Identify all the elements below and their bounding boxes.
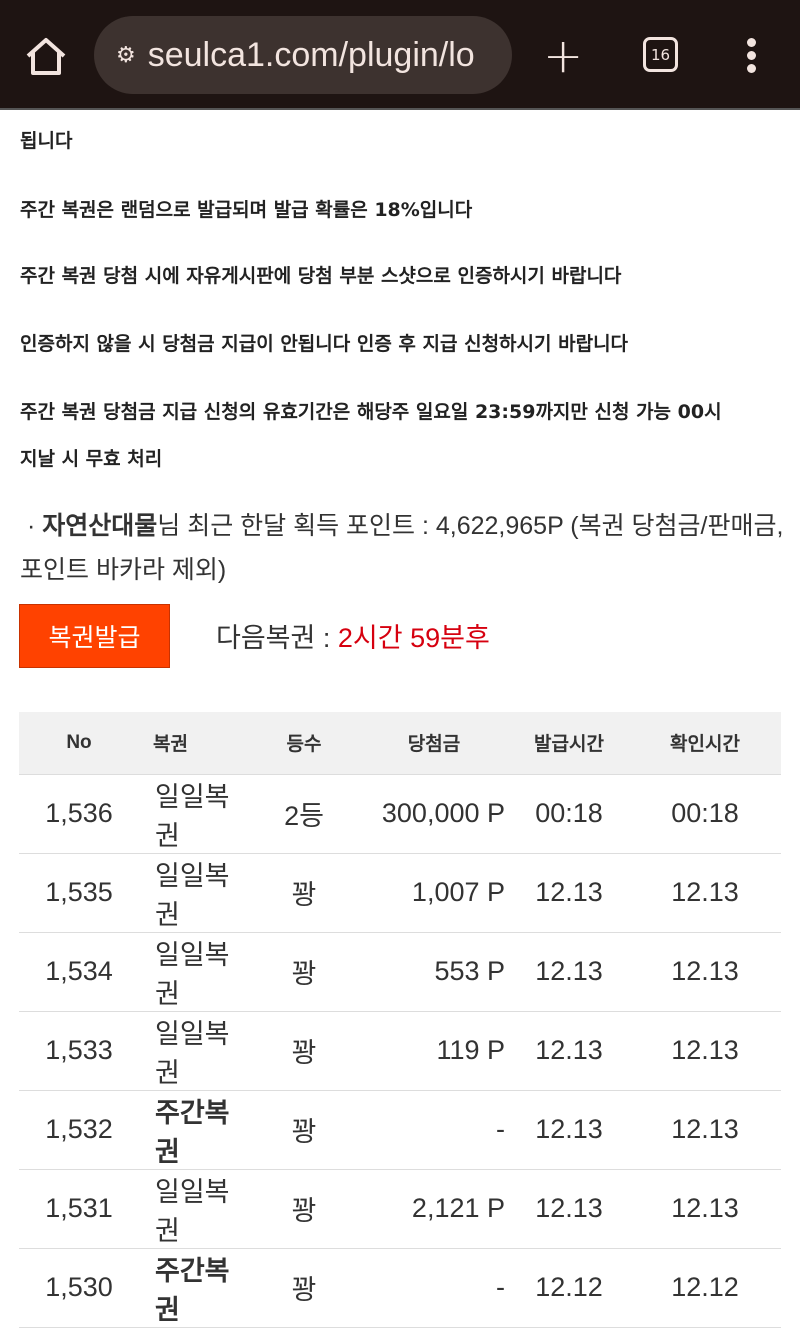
browser-toolbar: ⚙ seulca1.com/plugin/lo + 16 bbox=[0, 0, 800, 108]
table-row: 1,536 일일복권 2등 300,000 P 00:18 00:18 bbox=[19, 774, 781, 854]
cell-no: 1,533 bbox=[19, 1011, 139, 1091]
more-menu-icon[interactable] bbox=[744, 38, 758, 77]
note: 주간 복권 당첨 시에 자유게시판에 당첨 부분 스샷으로 인증하시기 바랍니다 bbox=[20, 265, 622, 287]
cell-lottery: 일일복권 bbox=[139, 1011, 249, 1091]
table-row: 1,533 일일복권 꽝 119 P 12.13 12.13 bbox=[19, 1011, 781, 1091]
tab-switcher-button[interactable]: 16 bbox=[643, 37, 678, 72]
col-checked: 확인시간 bbox=[629, 712, 781, 775]
cell-lottery: 일일복권 bbox=[139, 853, 249, 933]
cell-prize: 2,121 P bbox=[359, 1169, 509, 1249]
cell-rank: 꽝 bbox=[249, 932, 359, 1012]
cell-rank: 꽝 bbox=[249, 1090, 359, 1170]
next-lottery: 다음복권 : 2시간 59분후 bbox=[216, 616, 490, 655]
cell-prize: 119 P bbox=[359, 1011, 509, 1091]
col-no: No bbox=[19, 712, 139, 775]
table-row: 1,532 주간복권 꽝 -12.13 12.13 bbox=[19, 1090, 781, 1170]
cell-issued: 12.13 bbox=[509, 853, 629, 933]
note: 지날 시 무효 처리 bbox=[20, 448, 163, 470]
cell-prize: 1,007 P bbox=[359, 853, 509, 933]
note: 인증하지 않을 시 당첨금 지급이 안됩니다 인증 후 지급 신청하시기 바랍니… bbox=[20, 333, 629, 355]
cell-rank: 꽝 bbox=[249, 1169, 359, 1249]
cell-no: 1,534 bbox=[19, 932, 139, 1012]
cell-no: 1,530 bbox=[19, 1248, 139, 1328]
cell-lottery: 일일복권 bbox=[139, 774, 249, 854]
bullet: · bbox=[26, 512, 36, 540]
cell-checked: 12.12 bbox=[629, 1248, 781, 1328]
col-rank: 등수 bbox=[249, 712, 359, 775]
note: 됩니다 bbox=[20, 130, 73, 152]
next-time: 2시간 59분후 bbox=[337, 623, 490, 653]
cell-no: 1,535 bbox=[19, 853, 139, 933]
cell-checked: 12.13 bbox=[629, 1090, 781, 1170]
cell-no: 1,536 bbox=[19, 774, 139, 854]
next-label: 다음복권 : bbox=[216, 623, 338, 653]
cell-checked: 12.13 bbox=[629, 853, 781, 933]
cell-prize: 300,000 P bbox=[359, 774, 509, 854]
username: 자연산대물 bbox=[42, 512, 158, 540]
url-text: seulca1.com/plugin/lo bbox=[147, 35, 475, 74]
table-row: 1,531 일일복권 꽝 2,121 P 12.13 12.13 bbox=[19, 1169, 781, 1249]
cell-no: 1,532 bbox=[19, 1090, 139, 1170]
cell-issued: 12.13 bbox=[509, 1090, 629, 1170]
note: 주간 복권은 랜덤으로 발급되며 발급 확률은 18%입니다 bbox=[20, 199, 473, 221]
cell-issued: 00:18 bbox=[509, 774, 629, 854]
col-lottery: 복권 bbox=[139, 712, 249, 775]
cell-issued: 12.13 bbox=[509, 1169, 629, 1249]
points-text: 님 최근 한달 획득 포인트 : 4,622,965P (복권 당첨금/판매금,… bbox=[20, 512, 784, 584]
cell-prize: - bbox=[359, 1090, 509, 1170]
table-row: 1,534 일일복권 꽝 553 P 12.13 12.13 bbox=[19, 932, 781, 1012]
cell-issued: 12.13 bbox=[509, 1011, 629, 1091]
col-prize: 당첨금 bbox=[359, 712, 509, 775]
home-icon[interactable] bbox=[24, 36, 68, 76]
cell-checked: 12.13 bbox=[629, 1011, 781, 1091]
cell-rank: 꽝 bbox=[249, 1011, 359, 1091]
cell-checked: 00:18 bbox=[629, 774, 781, 854]
note: 주간 복권 당첨금 지급 신청의 유효기간은 해당주 일요일 23:59까지만 … bbox=[20, 401, 722, 423]
cell-rank: 2등 bbox=[249, 774, 359, 854]
issue-lottery-button[interactable]: 복권발급 bbox=[19, 604, 170, 668]
cell-issued: 12.13 bbox=[509, 932, 629, 1012]
col-issued: 발급시간 bbox=[509, 712, 629, 775]
table-row: 1,530 주간복권 꽝 -12.12 12.12 bbox=[19, 1248, 781, 1328]
address-bar[interactable]: ⚙ seulca1.com/plugin/lo bbox=[94, 16, 512, 94]
cell-issued: 12.12 bbox=[509, 1248, 629, 1328]
cell-lottery: 주간복권 bbox=[139, 1090, 249, 1170]
points-info: · 자연산대물님 최근 한달 획득 포인트 : 4,622,965P (복권 당… bbox=[20, 504, 790, 592]
cell-lottery: 일일복권 bbox=[139, 932, 249, 1012]
site-settings-icon[interactable]: ⚙ bbox=[116, 42, 136, 68]
table-row: 1,535 일일복권 꽝 1,007 P 12.13 12.13 bbox=[19, 853, 781, 933]
cell-lottery: 일일복권 bbox=[139, 1169, 249, 1249]
cell-no: 1,531 bbox=[19, 1169, 139, 1249]
cell-checked: 12.13 bbox=[629, 1169, 781, 1249]
cell-prize: - bbox=[359, 1248, 509, 1328]
cell-prize: 553 P bbox=[359, 932, 509, 1012]
new-tab-icon[interactable]: + bbox=[543, 28, 584, 84]
cell-rank: 꽝 bbox=[249, 853, 359, 933]
cell-lottery: 주간복권 bbox=[139, 1248, 249, 1328]
cell-rank: 꽝 bbox=[249, 1248, 359, 1328]
cell-checked: 12.13 bbox=[629, 932, 781, 1012]
lottery-table: No 복권 등수 당첨금 발급시간 확인시간 1,536 일일복권 2등 300,00… bbox=[19, 712, 781, 1328]
